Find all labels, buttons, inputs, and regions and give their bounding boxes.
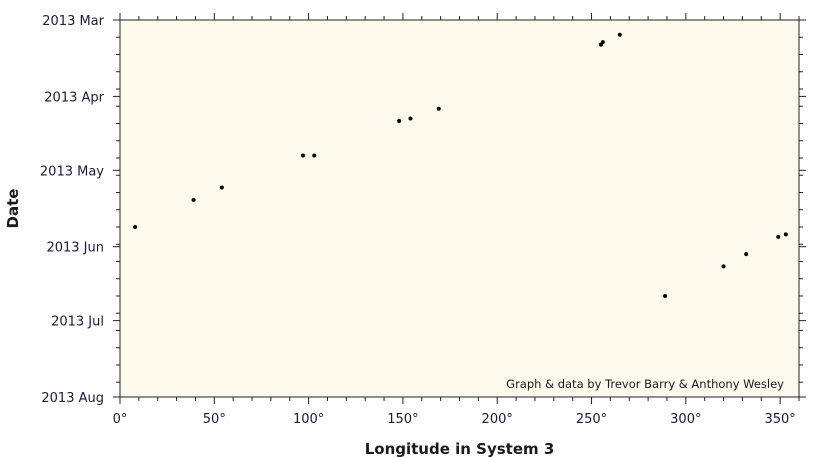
data-point bbox=[408, 116, 413, 121]
y-tick-label: 2013 Apr bbox=[44, 90, 104, 105]
data-point bbox=[133, 224, 138, 229]
x-tick-label: 150° bbox=[387, 412, 418, 427]
data-point bbox=[663, 293, 668, 298]
y-tick-label: 2013 May bbox=[40, 164, 104, 179]
data-point bbox=[776, 234, 781, 239]
y-tick-label: 2013 Mar bbox=[42, 14, 104, 29]
x-tick-label: 200° bbox=[482, 412, 513, 427]
x-axis-title: Longitude in System 3 bbox=[365, 440, 555, 458]
axis-ticks bbox=[113, 13, 806, 404]
x-tick-label: 0° bbox=[113, 412, 128, 427]
x-tick-label: 300° bbox=[670, 412, 701, 427]
y-tick-label: 2013 Aug bbox=[41, 391, 104, 406]
plot-frame bbox=[119, 19, 800, 398]
x-tick-label: 350° bbox=[764, 412, 795, 427]
y-tick-label: 2013 Jun bbox=[46, 241, 104, 256]
data-point bbox=[783, 232, 788, 237]
x-tick-label: 100° bbox=[293, 412, 324, 427]
data-point bbox=[312, 153, 317, 158]
credit-text: Graph & data by Trevor Barry & Anthony W… bbox=[506, 377, 784, 391]
data-point bbox=[436, 106, 441, 111]
data-point bbox=[191, 197, 196, 202]
x-tick-label: 250° bbox=[576, 412, 607, 427]
y-tick-labels: 2013 Mar 2013 Apr 2013 May 2013 Jun 2013 Jul… bbox=[40, 14, 105, 406]
data-point bbox=[397, 119, 402, 124]
data-point bbox=[600, 40, 605, 45]
plot-area bbox=[120, 20, 799, 397]
data-point bbox=[744, 252, 749, 257]
data-point bbox=[300, 153, 305, 158]
data-point bbox=[721, 264, 726, 269]
x-tick-label: 50° bbox=[203, 412, 226, 427]
x-tick-labels: 0° 50° 100° 150° 200° 250° 300° 350° bbox=[113, 412, 796, 427]
data-point bbox=[219, 185, 224, 190]
data-point bbox=[617, 32, 622, 37]
y-tick-label: 2013 Jul bbox=[51, 315, 104, 330]
y-axis-title: Date bbox=[4, 189, 22, 229]
data-points bbox=[133, 32, 788, 298]
